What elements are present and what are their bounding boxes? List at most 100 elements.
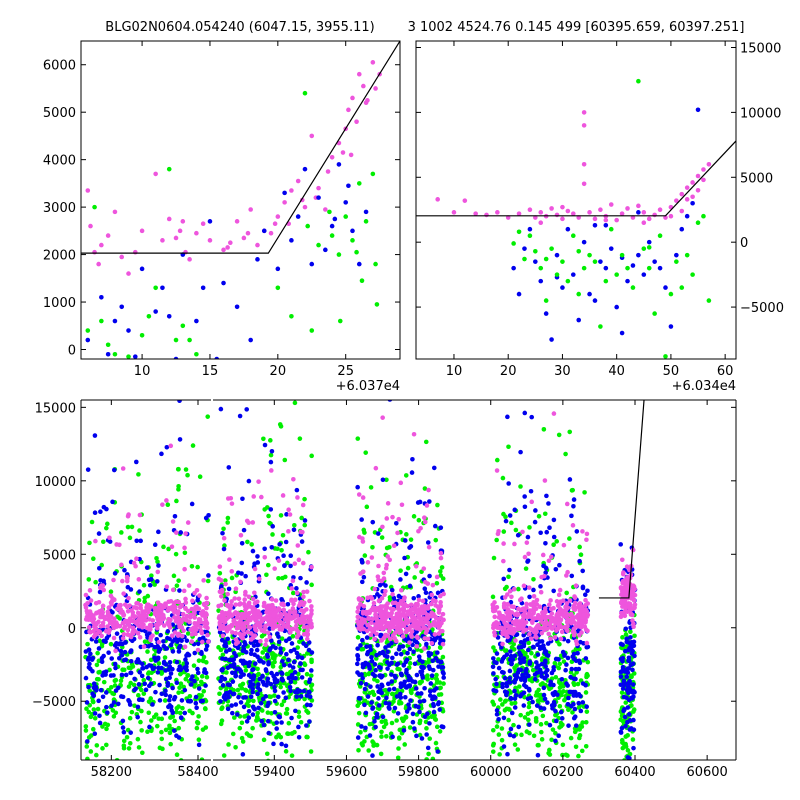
data-point [91, 693, 97, 698]
data-point [417, 680, 423, 685]
data-point [668, 291, 674, 297]
data-point [163, 676, 169, 682]
data-point [501, 670, 506, 675]
data-point [521, 659, 527, 665]
data-point [561, 542, 567, 548]
data-point [631, 745, 636, 751]
data-point [179, 633, 185, 639]
data-point [385, 654, 390, 659]
data-point [369, 700, 374, 705]
data-point [147, 724, 152, 730]
data-point [575, 650, 580, 656]
data-point [512, 653, 518, 659]
data-point [157, 698, 163, 703]
data-point [538, 220, 544, 226]
data-point [242, 597, 248, 602]
data-point [274, 678, 280, 683]
data-point [576, 317, 582, 323]
data-point [631, 707, 637, 712]
data-point [272, 684, 277, 690]
data-point [181, 588, 187, 594]
data-point [167, 723, 172, 729]
data-point [512, 705, 518, 710]
data-point [541, 643, 546, 648]
data-point [366, 748, 371, 753]
data-point [238, 668, 244, 674]
data-point [370, 705, 376, 710]
data-point [171, 728, 177, 733]
data-point [363, 710, 369, 716]
data-point [159, 670, 165, 675]
data-point [690, 200, 695, 206]
data-point [350, 95, 355, 101]
data-point [614, 272, 619, 277]
data-point [630, 737, 636, 742]
data-point [533, 766, 538, 771]
data-point [541, 685, 547, 691]
data-point [219, 594, 224, 599]
data-point [516, 766, 521, 771]
data-point [392, 615, 397, 621]
data-point [166, 216, 172, 222]
data-point [511, 765, 516, 770]
data-point [296, 557, 302, 563]
data-point [364, 788, 369, 793]
data-point [139, 623, 145, 629]
data-point [387, 627, 392, 633]
data-point [530, 667, 536, 673]
data-point [695, 173, 701, 179]
data-point [99, 294, 104, 300]
data-point [182, 687, 188, 693]
data-point [619, 252, 625, 258]
data-point [146, 683, 152, 689]
data-point [603, 217, 609, 223]
data-point [684, 252, 690, 258]
data-point [285, 601, 291, 607]
data-point [153, 285, 158, 291]
data-point [403, 694, 408, 700]
data-point [554, 212, 560, 218]
data-point [516, 291, 522, 297]
data-point [373, 724, 378, 730]
data-point [524, 729, 530, 734]
data-point [280, 532, 286, 538]
data-point [410, 456, 415, 462]
data-point [187, 699, 193, 704]
data-point [362, 739, 367, 744]
data-point [576, 692, 582, 697]
data-point [195, 647, 201, 653]
data-point [527, 631, 532, 637]
data-point [85, 600, 90, 606]
data-point [370, 519, 376, 525]
data-point [85, 756, 90, 760]
data-point [565, 226, 571, 232]
data-point [416, 528, 421, 534]
data-point [252, 661, 258, 666]
data-point [308, 749, 314, 754]
data-point [360, 539, 366, 544]
data-point [554, 252, 560, 258]
data-point [364, 644, 369, 649]
data-point [564, 681, 569, 686]
data-point [88, 714, 94, 720]
data-point [88, 749, 94, 754]
data-point [413, 564, 419, 569]
data-point [234, 304, 240, 310]
data-point [567, 477, 573, 482]
data-point [592, 223, 598, 228]
data-point [547, 602, 552, 607]
data-point [221, 526, 226, 532]
data-point [374, 652, 379, 658]
data-point [109, 602, 114, 607]
data-point [619, 725, 625, 731]
data-point [251, 643, 257, 648]
data-point [376, 598, 382, 604]
data-point [411, 514, 417, 519]
data-point [299, 675, 305, 680]
data-point [250, 689, 256, 695]
data-point [538, 589, 544, 595]
data-point [531, 587, 536, 593]
data-point [549, 206, 554, 211]
data-point [304, 589, 310, 594]
data-point [380, 415, 385, 420]
